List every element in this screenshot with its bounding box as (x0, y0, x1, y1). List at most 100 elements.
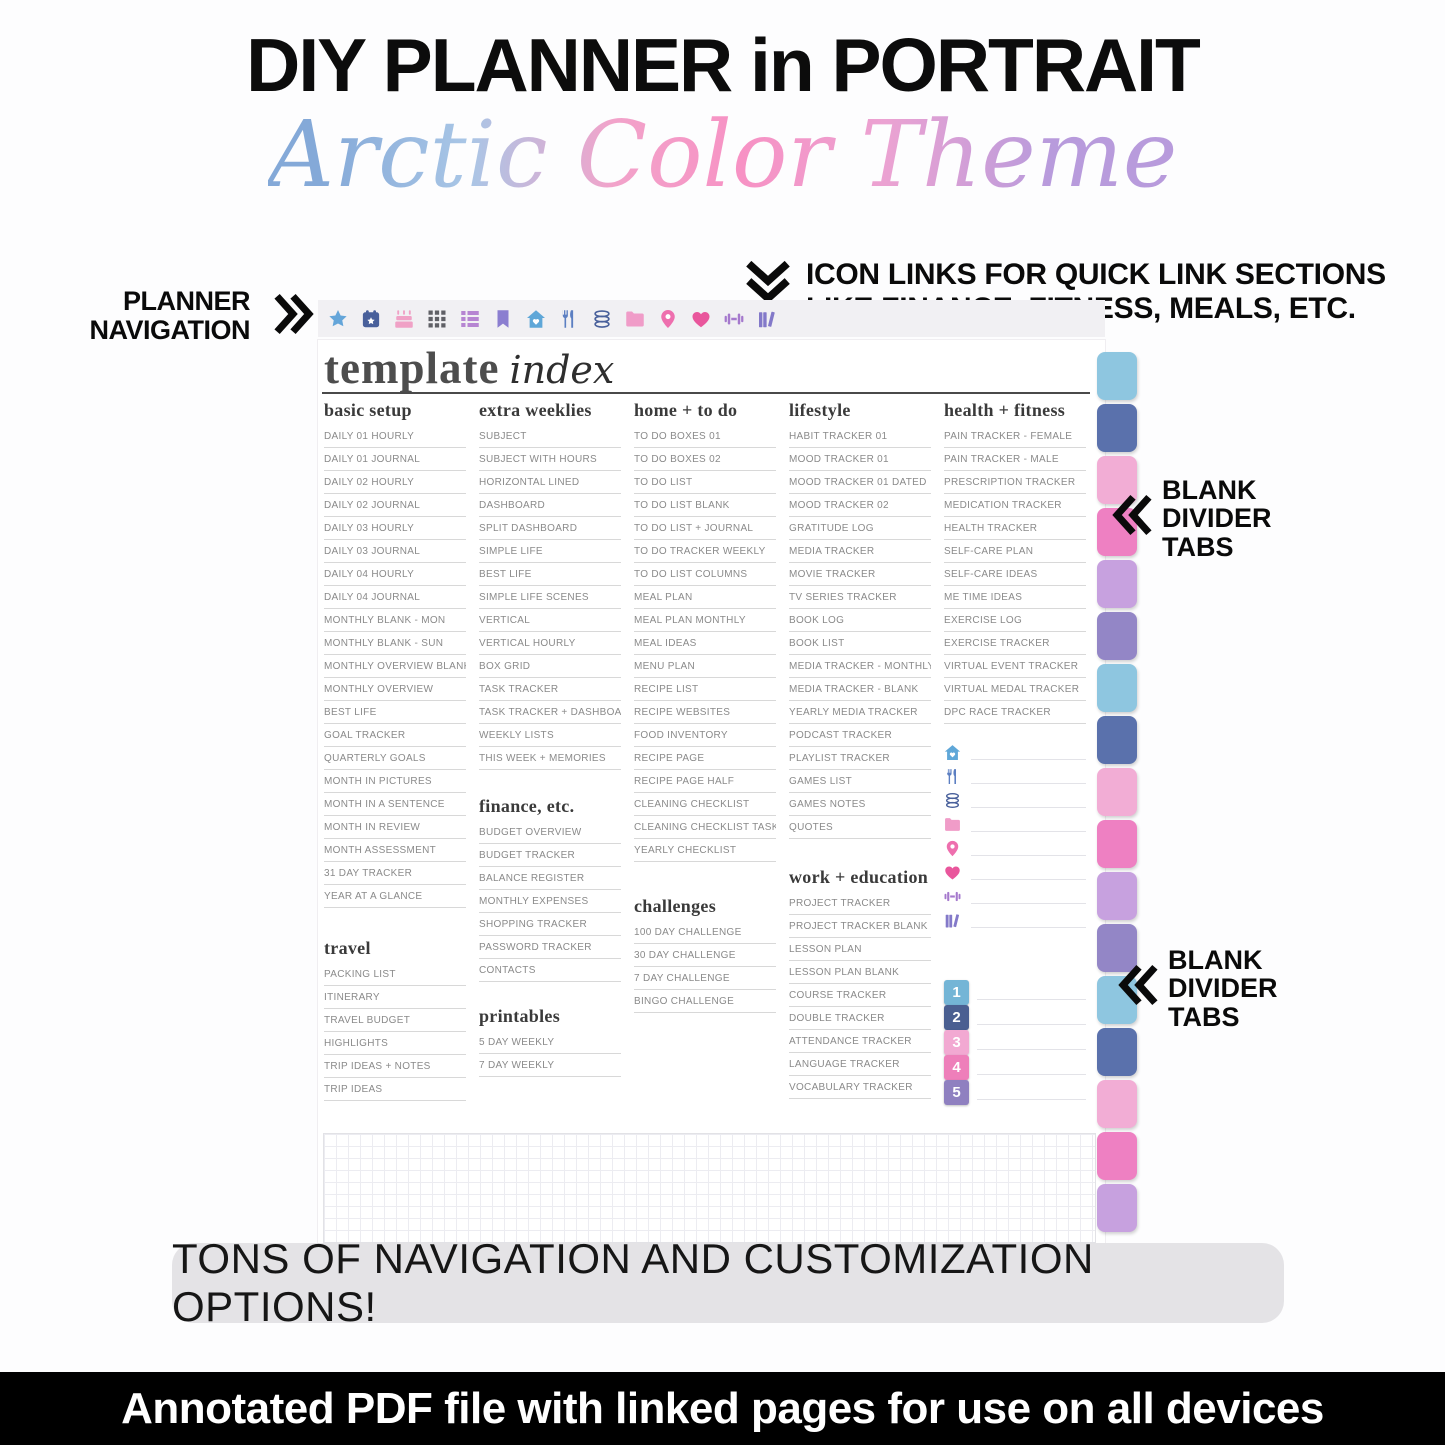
template-link[interactable]: MEAL PLAN MONTHLY (634, 609, 776, 632)
template-link[interactable]: DAILY 04 HOURLY (324, 563, 466, 586)
divider-tab[interactable] (1097, 768, 1137, 816)
template-link[interactable]: TO DO LIST COLUMNS (634, 563, 776, 586)
divider-tab[interactable] (1097, 352, 1137, 400)
template-link[interactable]: TO DO BOXES 01 (634, 425, 776, 448)
numbered-tab[interactable]: 2 (944, 1005, 969, 1030)
template-link[interactable]: MEDIA TRACKER (789, 540, 931, 563)
template-link[interactable]: TRIP IDEAS (324, 1078, 466, 1101)
map-pin-icon[interactable] (658, 309, 678, 329)
template-link[interactable]: SUBJECT WITH HOURS (479, 448, 621, 471)
template-link[interactable]: TO DO TRACKER WEEKLY (634, 540, 776, 563)
template-link[interactable]: QUARTERLY GOALS (324, 747, 466, 770)
template-link[interactable]: MONTH IN A SENTENCE (324, 793, 466, 816)
template-link[interactable]: TO DO BOXES 02 (634, 448, 776, 471)
template-link[interactable]: RECIPE LIST (634, 678, 776, 701)
template-link[interactable]: GAMES LIST (789, 770, 931, 793)
template-link[interactable]: RECIPE PAGE HALF (634, 770, 776, 793)
template-link[interactable]: TRIP IDEAS + NOTES (324, 1055, 466, 1078)
books-icon[interactable] (757, 309, 777, 329)
divider-tab[interactable] (1097, 1132, 1137, 1180)
template-link[interactable]: BALANCE REGISTER (479, 867, 621, 890)
template-link[interactable]: 7 DAY WEEKLY (479, 1054, 621, 1077)
template-link[interactable]: BUDGET OVERVIEW (479, 821, 621, 844)
divider-tab[interactable] (1097, 664, 1137, 712)
template-link[interactable]: LESSON PLAN (789, 938, 931, 961)
numbered-tab[interactable]: 4 (944, 1055, 969, 1080)
divider-tab[interactable] (1097, 1080, 1137, 1128)
divider-tab[interactable] (1097, 612, 1137, 660)
template-link[interactable]: DAILY 03 HOURLY (324, 517, 466, 540)
template-link[interactable]: YEARLY CHECKLIST (634, 839, 776, 862)
numbered-tab[interactable]: 3 (944, 1030, 969, 1055)
template-link[interactable]: YEAR AT A GLANCE (324, 885, 466, 908)
template-link[interactable]: TV SERIES TRACKER (789, 586, 931, 609)
template-link[interactable]: MEDIA TRACKER - MONTHLY (789, 655, 931, 678)
template-link[interactable]: SIMPLE LIFE SCENES (479, 586, 621, 609)
template-link[interactable]: VIRTUAL MEDAL TRACKER (944, 678, 1086, 701)
template-link[interactable]: EXERCISE LOG (944, 609, 1086, 632)
template-link[interactable]: DAILY 04 JOURNAL (324, 586, 466, 609)
template-link[interactable]: VERTICAL (479, 609, 621, 632)
divider-tab[interactable] (1097, 976, 1137, 1024)
dumbbell-icon[interactable] (944, 888, 961, 905)
template-link[interactable]: SELF-CARE PLAN (944, 540, 1086, 563)
template-link[interactable]: QUOTES (789, 816, 931, 839)
template-link[interactable]: GRATITUDE LOG (789, 517, 931, 540)
divider-tab[interactable] (1097, 872, 1137, 920)
template-link[interactable]: YEARLY MEDIA TRACKER (789, 701, 931, 724)
template-link[interactable]: MEAL PLAN (634, 586, 776, 609)
template-link[interactable]: PROJECT TRACKER BLANK (789, 915, 931, 938)
template-link[interactable]: VERTICAL HOURLY (479, 632, 621, 655)
divider-tab[interactable] (1097, 820, 1137, 868)
template-link[interactable]: PODCAST TRACKER (789, 724, 931, 747)
template-link[interactable]: DASHBOARD (479, 494, 621, 517)
template-link[interactable]: CONTACTS (479, 959, 621, 982)
home-icon[interactable] (944, 744, 961, 761)
template-link[interactable]: EXERCISE TRACKER (944, 632, 1086, 655)
template-link[interactable]: 100 DAY CHALLENGE (634, 921, 776, 944)
template-link[interactable]: BINGO CHALLENGE (634, 990, 776, 1013)
template-link[interactable]: TO DO LIST BLANK (634, 494, 776, 517)
template-link[interactable]: MOVIE TRACKER (789, 563, 931, 586)
template-link[interactable]: MONTHLY EXPENSES (479, 890, 621, 913)
folder-icon[interactable] (944, 816, 961, 833)
template-link[interactable]: SUBJECT (479, 425, 621, 448)
template-link[interactable]: PAIN TRACKER - MALE (944, 448, 1086, 471)
template-link[interactable]: BEST LIFE (324, 701, 466, 724)
dumbbell-icon[interactable] (724, 309, 744, 329)
template-link[interactable]: DPC RACE TRACKER (944, 701, 1086, 724)
template-link[interactable]: MOOD TRACKER 01 (789, 448, 931, 471)
template-link[interactable]: 30 DAY CHALLENGE (634, 944, 776, 967)
template-link[interactable]: 7 DAY CHALLENGE (634, 967, 776, 990)
template-link[interactable]: SIMPLE LIFE (479, 540, 621, 563)
template-link[interactable]: HORIZONTAL LINED (479, 471, 621, 494)
template-link[interactable]: FOOD INVENTORY (634, 724, 776, 747)
template-link[interactable]: SPLIT DASHBOARD (479, 517, 621, 540)
heart-icon[interactable] (944, 864, 961, 881)
template-link[interactable]: PLAYLIST TRACKER (789, 747, 931, 770)
template-link[interactable]: DAILY 01 JOURNAL (324, 448, 466, 471)
template-link[interactable]: MOOD TRACKER 02 (789, 494, 931, 517)
template-link[interactable]: MEAL IDEAS (634, 632, 776, 655)
template-link[interactable]: ITINERARY (324, 986, 466, 1009)
template-link[interactable]: MENU PLAN (634, 655, 776, 678)
template-link[interactable]: DAILY 02 HOURLY (324, 471, 466, 494)
template-link[interactable]: BOOK LOG (789, 609, 931, 632)
dot-grid-icon[interactable] (427, 309, 447, 329)
template-link[interactable]: CLEANING CHECKLIST (634, 793, 776, 816)
folder-icon[interactable] (625, 309, 645, 329)
divider-tab[interactable] (1097, 716, 1137, 764)
star-icon[interactable] (328, 309, 348, 329)
map-pin-icon[interactable] (944, 840, 961, 857)
template-link[interactable]: TO DO LIST + JOURNAL (634, 517, 776, 540)
calendar-icon[interactable] (361, 309, 381, 329)
template-link[interactable]: TO DO LIST (634, 471, 776, 494)
template-link[interactable]: MONTH IN PICTURES (324, 770, 466, 793)
template-link[interactable]: PROJECT TRACKER (789, 892, 931, 915)
template-link[interactable]: VIRTUAL EVENT TRACKER (944, 655, 1086, 678)
template-link[interactable]: MONTHLY BLANK - MON (324, 609, 466, 632)
divider-tab[interactable] (1097, 1028, 1137, 1076)
template-link[interactable]: GAMES NOTES (789, 793, 931, 816)
coins-icon[interactable] (592, 309, 612, 329)
heart-icon[interactable] (691, 309, 711, 329)
